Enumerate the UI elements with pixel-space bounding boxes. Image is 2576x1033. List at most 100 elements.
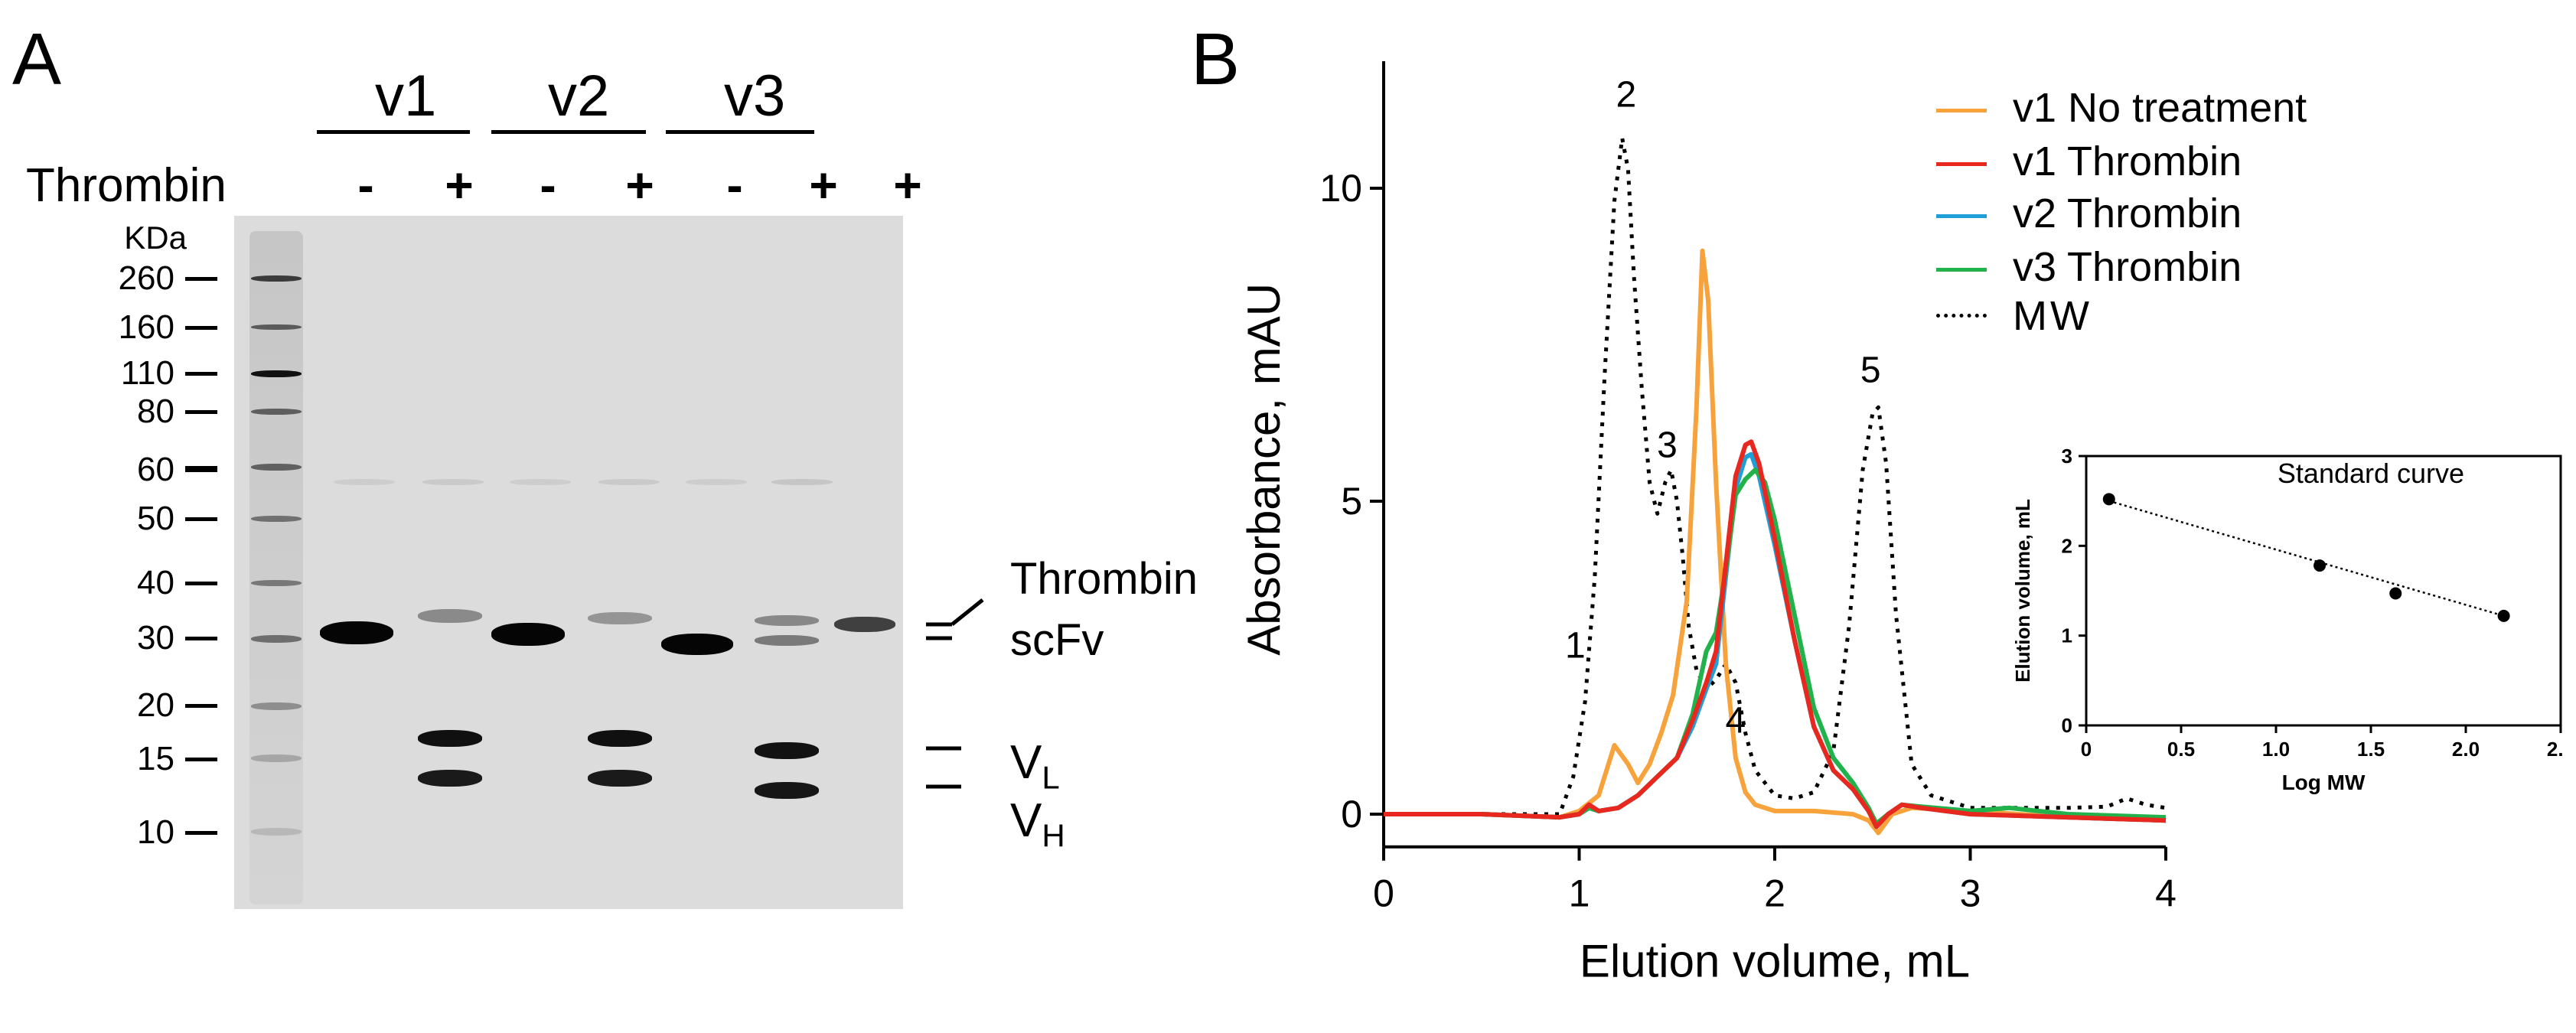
lane2-vh-band [418, 770, 482, 787]
lane3-scfv-band [491, 623, 565, 646]
legend-swatch-mw [1936, 314, 1987, 318]
ladder-band-60 [251, 464, 302, 471]
faint-band-lane5 [686, 479, 747, 485]
panel-a-letter: A [12, 18, 62, 100]
peak-label-4: 4 [1726, 701, 1746, 741]
marker-50: 50 [137, 500, 174, 537]
faint-band-lane4 [598, 479, 660, 485]
legend-swatch-v2-thrombin [1936, 214, 1987, 218]
faint-band-lane2 [422, 479, 484, 485]
x-tick-label-0: 0 [1373, 872, 1394, 915]
lane-6-sign: + [809, 158, 838, 213]
marker-10-tick [185, 831, 217, 835]
marker-80-tick [185, 410, 217, 414]
lane6-vh-band [755, 782, 819, 799]
series-line-mw [1384, 136, 2167, 816]
sec-chromatogram: 0 1 2 3 4 0 5 10 Elution volume, mL Absorbance, m… [1238, 61, 2177, 987]
marker-260: 260 [118, 259, 174, 297]
lane-4-sign: + [625, 158, 654, 213]
ladder-band-260 [251, 275, 302, 282]
variant-v3-underline [666, 130, 814, 134]
y-tick-label-0: 0 [1341, 793, 1362, 836]
series-line-v1-no-treatment [1384, 248, 2167, 836]
faint-band-lane3 [510, 479, 571, 485]
vh-main: V [1010, 794, 1042, 847]
inset-point-4 [2497, 609, 2510, 622]
ladder-band-50 [251, 516, 302, 522]
peak-label-1: 1 [1565, 626, 1586, 666]
legend-label-v1-thrombin: v1 Thrombin [2013, 138, 2242, 184]
ladder-band-110 [251, 370, 302, 377]
inset-plot-frame [2085, 455, 2562, 727]
lane5-scfv-band [661, 634, 733, 655]
inset-point-2 [2314, 559, 2327, 572]
lane4-vh-band [588, 770, 652, 787]
lane4-vl-band [588, 730, 652, 747]
lane-2-sign: + [445, 158, 474, 213]
lane2-vl-band [418, 730, 482, 747]
lane7-thrombin-band [834, 617, 895, 632]
legend-label-v3-thrombin: v3 Thrombin [2013, 244, 2242, 290]
lane-3-sign: - [540, 158, 556, 213]
inset-y-tick-label-2: 2 [2062, 534, 2072, 557]
marker-30-tick [185, 637, 217, 640]
vl-sub: L [1042, 759, 1060, 796]
standard-curve-inset: 0 0.5 1.0 1.5 2.0 2.5 0 1 2 3 Log MW Elution volume… [2011, 445, 2564, 794]
vh-band-label: VH [1010, 797, 1065, 852]
inset-x-tick-label-1.0: 1.0 [2262, 738, 2290, 761]
scfv-band-label: scFv [1010, 615, 1104, 665]
variant-v2-underline [491, 130, 646, 134]
marker-160-tick [185, 326, 217, 330]
peak-label-3: 3 [1657, 425, 1678, 466]
panel-b-letter: B [1191, 18, 1241, 100]
inset-point-1 [2102, 493, 2115, 506]
vl-main: V [1010, 736, 1042, 789]
marker-50-tick [185, 517, 217, 521]
marker-80: 80 [137, 393, 174, 430]
sds-page-gel [234, 216, 903, 909]
marker-160: 160 [118, 308, 174, 346]
marker-110: 110 [120, 354, 174, 392]
variant-v1-underline [317, 130, 470, 134]
y-tick-label-10: 10 [1319, 167, 1362, 210]
inset-y-tick-label-1: 1 [2062, 624, 2072, 647]
variant-v1-label: v1 [375, 64, 437, 129]
inset-x-tick-label-2.5: 2.5 [2547, 738, 2564, 761]
y-tick-label-5: 5 [1341, 480, 1362, 523]
peak-label-2: 2 [1616, 75, 1636, 116]
marker-260-tick [185, 277, 217, 281]
lane1-scfv-band [320, 621, 393, 644]
variant-v2-label: v2 [548, 64, 610, 129]
inset-x-tick-label-1.5: 1.5 [2357, 738, 2385, 761]
lane6-vl-band [755, 742, 819, 759]
inset-x-tick-label-2.0: 2.0 [2452, 738, 2480, 761]
marker-60-tick [185, 466, 217, 472]
vh-sub: H [1042, 817, 1065, 854]
ladder-band-30 [251, 635, 302, 643]
x-axis-label: Elution volume, mL [1580, 936, 1970, 987]
marker-30: 30 [137, 619, 174, 657]
band-annotation-lines [926, 598, 984, 789]
vl-band-label: VL [1010, 739, 1060, 793]
marker-40: 40 [137, 564, 174, 601]
inset-point-3 [2389, 587, 2402, 600]
ladder-band-10 [251, 828, 302, 836]
inset-x-axis-label: Log MW [2282, 771, 2366, 794]
faint-band-lane1 [334, 479, 395, 485]
legend-swatch-v3-thrombin [1936, 268, 1987, 272]
thrombin-band-label: Thrombin [1010, 554, 1198, 604]
inset-fit-line [2108, 500, 2504, 618]
lane6-thrombin-band [755, 615, 819, 626]
peak-label-5: 5 [1860, 350, 1881, 391]
marker-60: 60 [137, 451, 174, 488]
marker-10: 10 [137, 813, 174, 851]
marker-15: 15 [137, 740, 174, 777]
lane2-thrombin-band [418, 609, 482, 623]
legend-label-mw: MW [2013, 293, 2092, 339]
marker-20: 20 [137, 686, 174, 724]
legend-label-v1-no-treatment: v1 No treatment [2013, 85, 2307, 131]
marker-15-tick [185, 758, 217, 761]
y-axis-label: Absorbance, mAU [1238, 283, 1290, 656]
ladder-band-40 [251, 580, 302, 586]
marker-40-tick [185, 582, 217, 585]
